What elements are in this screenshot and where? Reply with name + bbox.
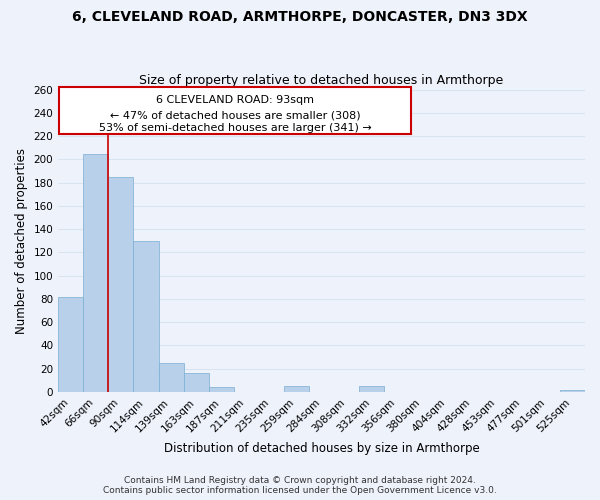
- Text: 6 CLEVELAND ROAD: 93sqm: 6 CLEVELAND ROAD: 93sqm: [156, 96, 314, 106]
- Y-axis label: Number of detached properties: Number of detached properties: [15, 148, 28, 334]
- Text: Contains HM Land Registry data © Crown copyright and database right 2024.
Contai: Contains HM Land Registry data © Crown c…: [103, 476, 497, 495]
- Title: Size of property relative to detached houses in Armthorpe: Size of property relative to detached ho…: [139, 74, 504, 87]
- Bar: [133, 241, 158, 392]
- Bar: [184, 374, 209, 392]
- Bar: [560, 390, 585, 392]
- X-axis label: Distribution of detached houses by size in Armthorpe: Distribution of detached houses by size …: [164, 442, 479, 455]
- Text: 6, CLEVELAND ROAD, ARMTHORPE, DONCASTER, DN3 3DX: 6, CLEVELAND ROAD, ARMTHORPE, DONCASTER,…: [72, 10, 528, 24]
- Bar: [209, 388, 234, 392]
- Bar: [58, 296, 83, 392]
- Text: ← 47% of detached houses are smaller (308): ← 47% of detached houses are smaller (30…: [110, 110, 361, 120]
- Bar: [359, 386, 385, 392]
- Bar: [83, 154, 109, 392]
- Bar: [109, 177, 133, 392]
- Bar: [158, 363, 184, 392]
- FancyBboxPatch shape: [59, 87, 410, 134]
- Text: 53% of semi-detached houses are larger (341) →: 53% of semi-detached houses are larger (…: [98, 124, 371, 134]
- Bar: [284, 386, 309, 392]
